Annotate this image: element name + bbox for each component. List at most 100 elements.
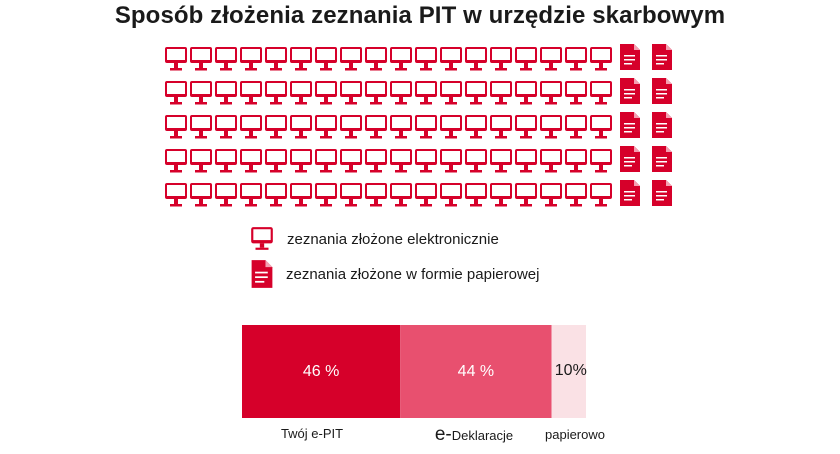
monitor-icon [440,115,462,139]
monitor-icon [515,81,537,105]
monitor-icon [165,183,187,207]
monitor-icon [190,47,212,71]
monitor-icon [390,81,412,105]
monitor-icon [540,115,562,139]
monitor-icon [240,81,262,105]
document-icon [652,44,672,70]
legend-electronic: zeznania złożone elektronicznie [249,226,499,252]
document-icon [620,78,640,104]
monitor-icon [265,81,287,105]
monitor-icon [215,81,237,105]
monitor-icon [365,47,387,71]
monitor-icon [315,183,337,207]
monitor-icon [465,47,487,71]
monitor-icon [365,183,387,207]
monitor-icon [465,81,487,105]
monitor-icon [215,183,237,207]
monitor-icon [365,81,387,105]
bar-segment-2 [400,325,552,418]
monitor-icon [290,47,312,71]
monitor-icon [165,47,187,71]
monitor-icon [340,115,362,139]
document-icon [652,112,672,138]
monitor-icon [565,149,587,173]
monitor-icon [340,47,362,71]
monitor-icon [251,227,273,250]
monitor-icon [165,115,187,139]
legend-paper-label: zeznania złożone w formie papierowej [286,265,540,283]
data-label-2: 44 % [458,363,494,380]
monitor-icon [315,47,337,71]
monitor-icon [240,115,262,139]
monitor-icon [590,81,612,105]
monitor-icon [590,115,612,139]
monitor-icon [240,183,262,207]
monitor-icon [590,183,612,207]
category-label-2: e-Deklaracje [435,424,513,445]
document-icon [652,78,672,104]
monitor-icon [440,47,462,71]
monitor-icon [590,47,612,71]
monitor-icon [340,149,362,173]
monitor-icon [540,183,562,207]
category-label-3: papierowo [545,427,605,442]
bar-segment-1 [242,325,401,418]
monitor-icon [340,81,362,105]
monitor-icon [240,149,262,173]
legend-paper: zeznania złożone w formie papierowej [250,259,539,289]
monitor-icon [415,183,437,207]
monitor-icon [490,115,512,139]
legend-electronic-label: zeznania złożone elektronicznie [287,230,499,248]
monitor-icon [415,47,437,71]
monitor-icon [215,47,237,71]
document-icon [652,146,672,172]
monitor-icon [565,47,587,71]
monitor-icon [315,115,337,139]
monitor-icon [390,115,412,139]
monitor-icon [515,47,537,71]
monitor-icon [490,183,512,207]
monitor-icon [390,47,412,71]
document-icon [620,112,640,138]
monitor-icon [540,149,562,173]
monitor-icon [165,81,187,105]
monitor-icon [315,81,337,105]
monitor-icon [190,183,212,207]
monitor-icon [515,183,537,207]
monitor-icon [390,183,412,207]
monitor-icon [590,149,612,173]
monitor-icon [190,81,212,105]
bar-segment-3 [551,325,586,418]
monitor-icon [465,149,487,173]
monitor-icon [290,183,312,207]
monitor-icon [265,183,287,207]
monitor-icon [265,47,287,71]
monitor-icon [440,149,462,173]
document-icon [251,260,273,288]
category-label-1: Twój e-PIT [281,426,343,441]
monitor-icon [565,115,587,139]
monitor-icon [490,149,512,173]
monitor-icon [415,149,437,173]
monitor-icon [515,149,537,173]
monitor-icon [415,81,437,105]
monitor-icon [490,81,512,105]
monitor-icon [390,149,412,173]
data-label-3: 10% [555,362,587,379]
monitor-icon [540,81,562,105]
monitor-icon [290,81,312,105]
monitor-icon [440,81,462,105]
monitor-icon [340,183,362,207]
monitor-icon [315,149,337,173]
monitor-icon [290,149,312,173]
document-icon [620,44,640,70]
monitor-icon [490,47,512,71]
icon-grid [165,44,672,207]
monitor-icon [465,183,487,207]
monitor-icon [365,115,387,139]
document-icon [652,180,672,206]
monitor-icon [565,183,587,207]
monitor-icon [190,149,212,173]
monitor-icon [265,115,287,139]
